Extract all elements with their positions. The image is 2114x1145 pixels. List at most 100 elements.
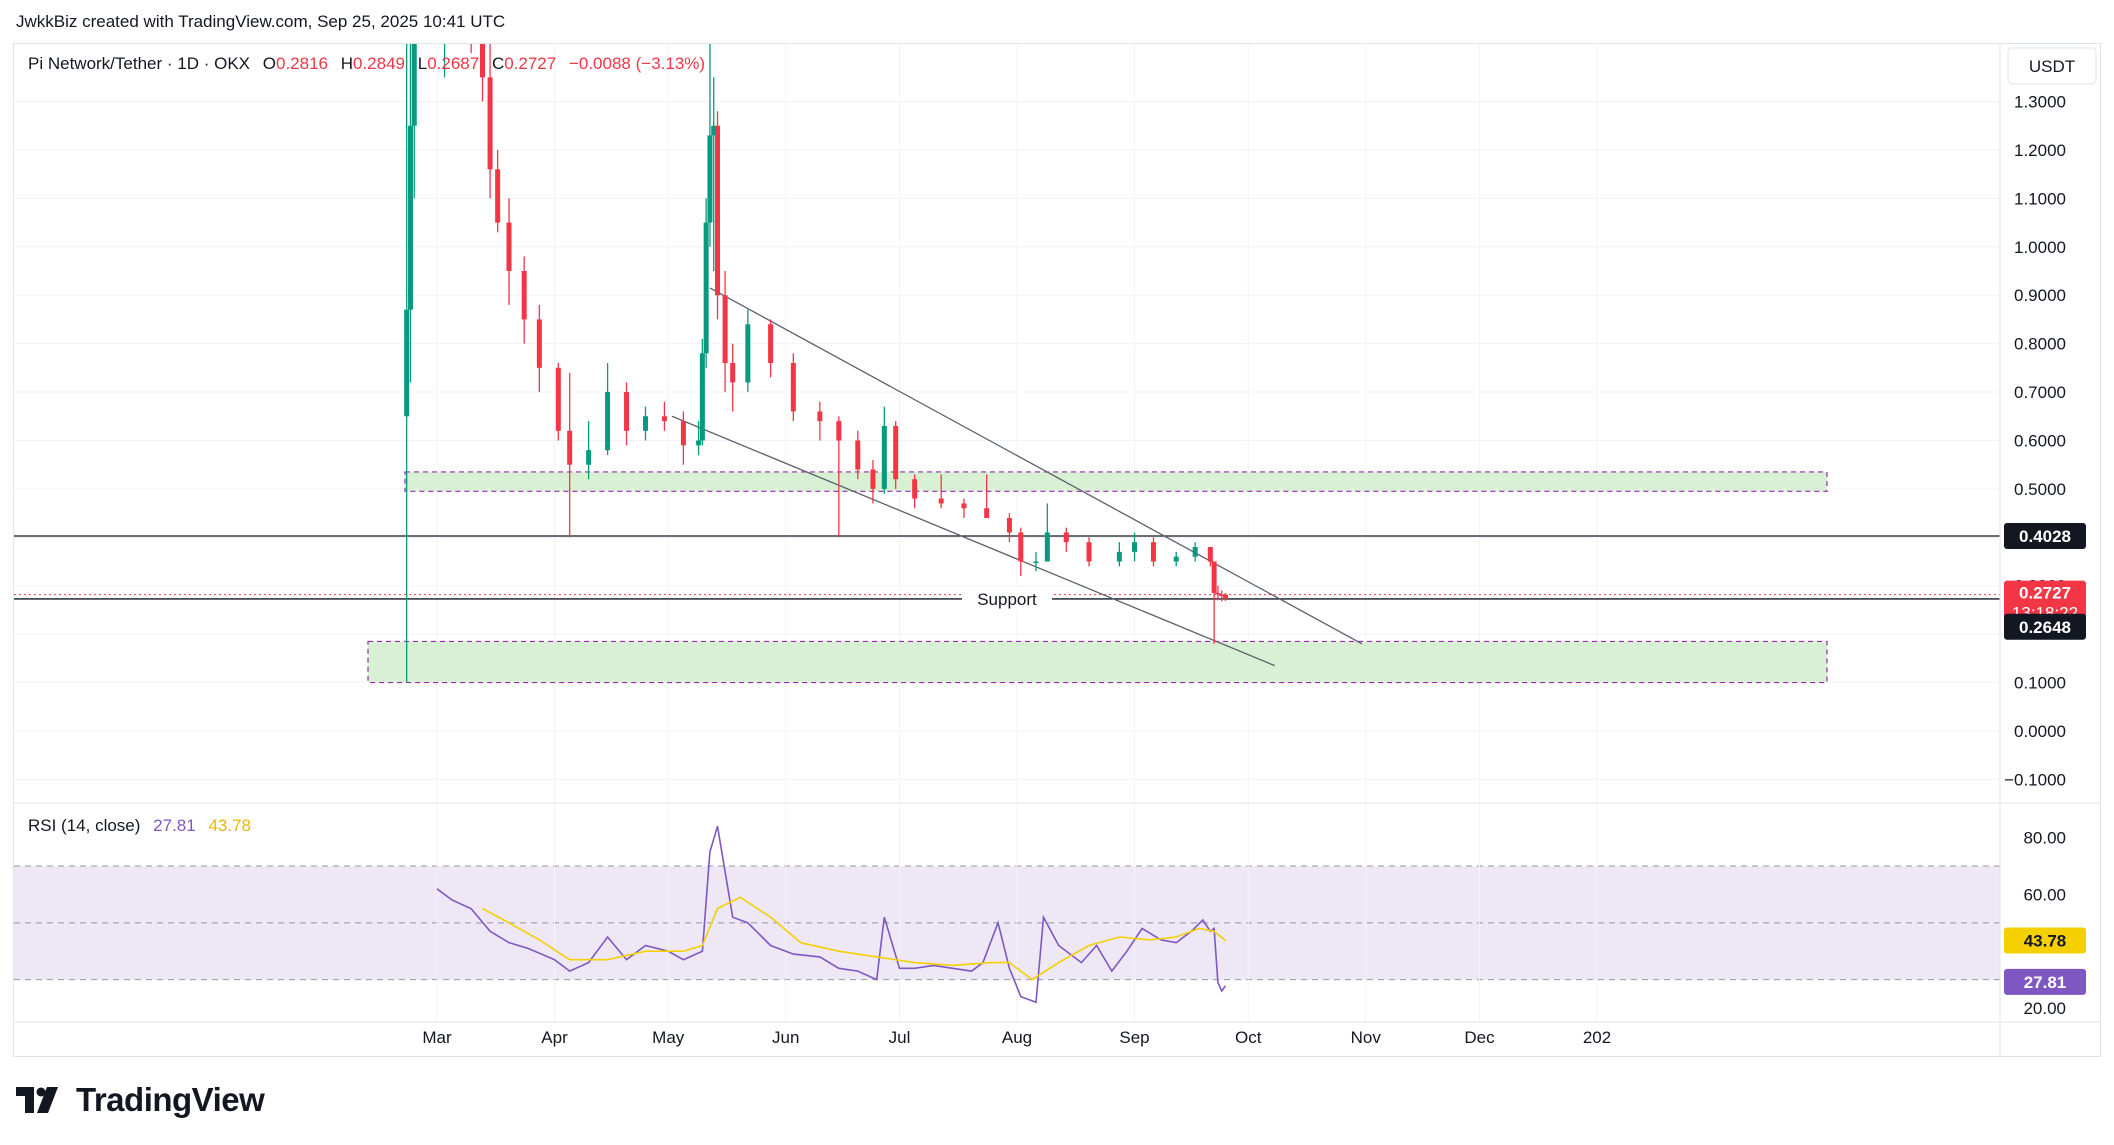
time-tick-label: May xyxy=(652,1028,685,1047)
price-tick-label: 0.5000 xyxy=(2014,480,2066,499)
rsi-tick-label: 80.00 xyxy=(2023,829,2066,848)
candle-body xyxy=(790,363,796,412)
candle-body xyxy=(567,430,573,465)
support-label-bg xyxy=(962,587,1052,610)
candle-body xyxy=(555,367,561,431)
close-value: 0.2727 xyxy=(504,54,556,73)
candle-body xyxy=(1150,542,1156,562)
chart-frame xyxy=(13,43,2101,1057)
candle-body xyxy=(1063,532,1069,543)
level-badge-bg xyxy=(2004,522,2086,549)
change-value: −0.0088 (−3.13%) xyxy=(569,54,705,73)
support-zone[interactable] xyxy=(367,640,1828,684)
support-zone[interactable] xyxy=(404,471,1828,492)
candle-body xyxy=(680,421,686,446)
candle-body xyxy=(745,324,751,383)
tradingview-footer[interactable]: TradingView xyxy=(16,1081,265,1119)
candle-body xyxy=(699,353,705,441)
trendlines[interactable] xyxy=(671,287,1363,667)
candle-body xyxy=(768,324,774,364)
candle-body xyxy=(1132,542,1138,552)
candle-body xyxy=(817,411,823,422)
support-label[interactable]: Support xyxy=(977,590,1037,609)
candle-body xyxy=(1207,547,1213,562)
candle-body xyxy=(1215,593,1221,595)
close-label: C xyxy=(492,54,504,73)
level-badge-text: 0.4028 xyxy=(2019,527,2071,546)
chart-credit: JwkkBiz created with TradingView.com, Se… xyxy=(16,12,506,31)
candle-body xyxy=(1211,561,1217,594)
candle-body xyxy=(696,440,702,446)
rsi-legend[interactable]: RSI (14, close) 27.81 43.78 xyxy=(28,816,251,835)
trendline[interactable] xyxy=(671,415,1276,667)
candle-body xyxy=(961,503,967,509)
rsi-axis[interactable]: 80.00 60.00 20.00 xyxy=(2023,829,2066,1018)
low-value: 0.2687 xyxy=(427,54,479,73)
candle-body xyxy=(938,498,944,504)
candle-body xyxy=(912,479,918,499)
candle-body xyxy=(536,319,542,368)
candle-body xyxy=(893,425,899,480)
time-tick-label: Oct xyxy=(1235,1028,1262,1047)
time-tick-label: Nov xyxy=(1351,1028,1382,1047)
low-badge-text: 0.2648 xyxy=(2019,618,2071,637)
rsi-ma-badge-bg xyxy=(2004,927,2086,954)
candle-body xyxy=(487,77,493,170)
tradingview-wordmark: TradingView xyxy=(76,1081,265,1118)
tradingview-logo-icon xyxy=(16,1087,58,1113)
high-label: H xyxy=(341,54,353,73)
time-tick-label: 202 xyxy=(1583,1028,1611,1047)
candle-body xyxy=(642,416,648,431)
price-tick-label: 0.0000 xyxy=(2014,722,2066,741)
low-badge-bg xyxy=(2004,613,2086,640)
time-tick-label: Sep xyxy=(1119,1028,1149,1047)
rsi-tick-label: 20.00 xyxy=(2023,999,2066,1018)
currency-label: USDT xyxy=(2029,57,2075,76)
candle-body xyxy=(495,169,501,223)
rsi-ma-legend-value: 43.78 xyxy=(208,816,251,835)
price-tick-label: 1.3000 xyxy=(2014,93,2066,112)
price-tick-label: −0.1000 xyxy=(2004,770,2066,789)
support-zones[interactable] xyxy=(367,471,1828,684)
rsi-tick-label: 60.00 xyxy=(2023,885,2066,904)
candle-body xyxy=(707,135,713,223)
rsi-legend-value: 27.81 xyxy=(153,816,196,835)
rsi-badge-text: 27.81 xyxy=(2024,973,2067,992)
candle-body xyxy=(984,508,990,518)
currency-button[interactable] xyxy=(2007,47,2097,85)
time-tick-label: Mar xyxy=(422,1028,452,1047)
time-tick-label: Dec xyxy=(1464,1028,1495,1047)
price-tick-label: 1.0000 xyxy=(2014,238,2066,257)
time-tick-label: Jul xyxy=(889,1028,911,1047)
candle-body xyxy=(506,222,512,272)
time-axis[interactable]: Mar Apr May Jun Jul Aug Sep Oct Nov Dec 202 xyxy=(422,1028,1611,1047)
candle-body xyxy=(624,392,630,431)
price-tick-label: 0.6000 xyxy=(2014,431,2066,450)
price-axis[interactable]: USDT 1.3000 1.2000 1.1000 1.0000 0.9000 0.800… xyxy=(2004,47,2097,789)
candle-body xyxy=(711,125,717,136)
candle-body xyxy=(411,44,417,126)
candle-body xyxy=(1116,551,1122,562)
candle-body xyxy=(1173,556,1179,562)
candle-body xyxy=(404,309,410,417)
symbol-label[interactable]: Pi Network/Tether · 1D · OKX xyxy=(28,54,250,73)
time-tick-label: Aug xyxy=(1002,1028,1032,1047)
candle-body xyxy=(1192,547,1198,557)
candle-body xyxy=(1044,532,1050,562)
trendline[interactable] xyxy=(709,287,1363,645)
candle-body xyxy=(1018,532,1024,562)
price-tick-label: 1.2000 xyxy=(2014,141,2066,160)
price-tick-label: 0.1000 xyxy=(2014,674,2066,693)
candle-body xyxy=(1086,542,1092,562)
ohlc-legend[interactable]: Pi Network/Tether · 1D · OKX O0.2816 H0.… xyxy=(28,54,705,73)
price-tick-label: 0.9000 xyxy=(2014,286,2066,305)
rsi-ma-line xyxy=(482,896,1227,981)
candle-body xyxy=(586,450,592,465)
candle-body xyxy=(855,440,861,470)
candle-body xyxy=(407,125,413,310)
rsi-legend-label: RSI (14, close) xyxy=(28,816,140,835)
price-tick-label: 0.7000 xyxy=(2014,383,2066,402)
price-tick-label: 0.8000 xyxy=(2014,335,2066,354)
